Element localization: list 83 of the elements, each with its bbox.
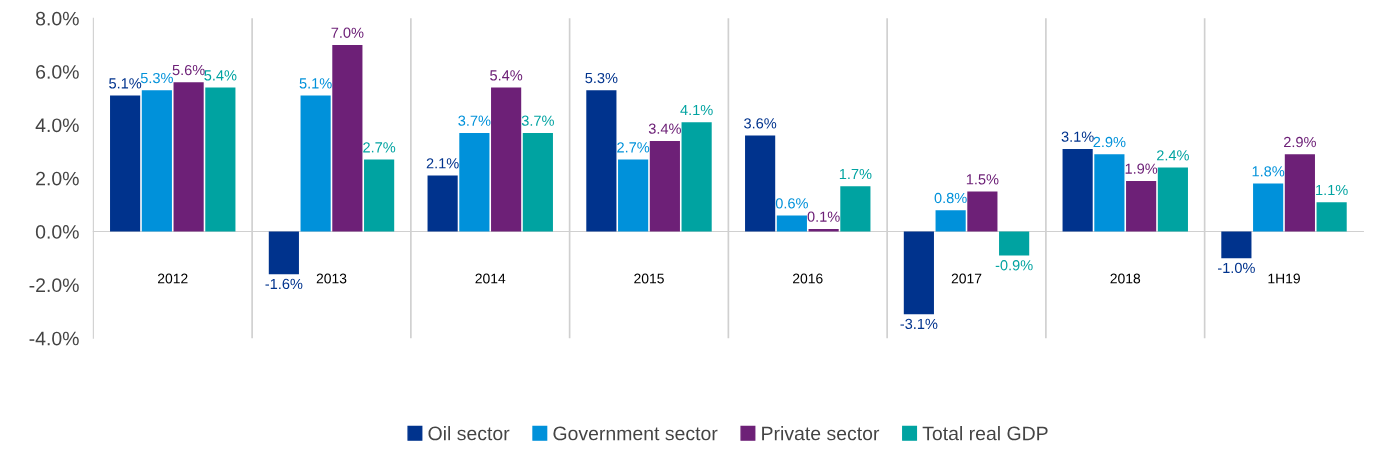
data-label: -1.0% <box>1217 262 1255 274</box>
bar <box>205 87 236 232</box>
data-label: 1.5% <box>966 174 999 185</box>
bar <box>110 95 141 232</box>
bar <box>1316 202 1347 232</box>
data-label: 0.1% <box>807 211 840 222</box>
data-label: 1.1% <box>1316 184 1348 196</box>
data-label: 5.1% <box>109 78 142 89</box>
bar <box>618 159 649 232</box>
data-label: 2.1% <box>426 158 459 169</box>
bar <box>1284 154 1315 232</box>
bar <box>300 95 331 232</box>
data-label: 2.7% <box>363 142 396 153</box>
bar <box>459 132 490 232</box>
bar <box>427 175 458 232</box>
data-label: 7.0% <box>331 27 364 38</box>
data-label: 1.7% <box>839 168 872 180</box>
y-tick-label: 6.0% <box>36 65 79 79</box>
bar <box>1253 183 1284 232</box>
legend-label: Oil sector <box>428 426 510 441</box>
legend-label: Total real GDP <box>922 426 1048 441</box>
data-label: 5.6% <box>172 64 205 76</box>
x-tick-label: 2013 <box>316 273 347 284</box>
bar <box>808 228 839 232</box>
bar <box>649 140 680 232</box>
data-label: 3.6% <box>744 118 777 129</box>
x-tick-label: 2014 <box>475 273 506 284</box>
x-tick-label: 2016 <box>793 273 823 284</box>
bar <box>1062 148 1093 232</box>
bar <box>1157 167 1188 232</box>
bar <box>141 90 172 232</box>
data-label: 0.6% <box>775 198 808 209</box>
x-tick-label: 2017 <box>951 273 982 284</box>
bar <box>999 231 1030 256</box>
bar <box>840 186 871 232</box>
bar <box>967 191 998 232</box>
bar <box>935 210 966 232</box>
data-label: -0.9% <box>995 260 1033 271</box>
bar <box>903 231 934 315</box>
bar <box>364 159 395 232</box>
bar <box>681 122 712 232</box>
data-label: 0.8% <box>934 192 967 204</box>
data-label: 3.7% <box>521 115 554 126</box>
data-label: 5.3% <box>585 72 618 84</box>
data-label: 5.4% <box>490 70 523 81</box>
data-label: 5.4% <box>204 70 237 81</box>
data-label: 3.7% <box>458 115 491 126</box>
y-tick-label: -2.0% <box>29 278 79 293</box>
bar <box>745 135 776 232</box>
x-tick-label: 2018 <box>1110 273 1141 284</box>
bar <box>491 87 522 232</box>
bar <box>1094 154 1125 232</box>
bar <box>1221 231 1252 259</box>
bar <box>268 231 299 275</box>
data-label: -3.1% <box>900 318 938 330</box>
data-label: 2.4% <box>1157 150 1189 161</box>
x-tick-label: 2015 <box>634 273 664 284</box>
data-label: 2.9% <box>1284 136 1316 148</box>
data-label: 5.1% <box>299 78 332 89</box>
y-tick-label: 4.0% <box>35 118 79 133</box>
data-label: 4.1% <box>680 104 713 116</box>
bar <box>586 90 617 232</box>
bar <box>1126 180 1157 232</box>
data-label: 3.4% <box>648 123 681 134</box>
x-tick-label: 1H19 <box>1268 273 1300 284</box>
legend-label: Government sector <box>553 426 718 441</box>
data-label: 1.8% <box>1252 166 1285 177</box>
bar <box>776 215 807 232</box>
data-label: 1.9% <box>1125 163 1158 174</box>
data-label: 2.7% <box>617 142 650 153</box>
y-tick-label: 8.0% <box>36 11 79 26</box>
y-tick-label: 2.0% <box>36 171 79 186</box>
bar <box>522 132 553 232</box>
data-label: 2.9% <box>1093 136 1126 148</box>
bar <box>332 44 363 232</box>
bar <box>173 82 204 232</box>
data-label: -1.6% <box>265 278 303 290</box>
data-label: 5.3% <box>140 72 173 84</box>
x-tick-label: 2012 <box>157 273 188 284</box>
y-tick-label: -4.0% <box>29 331 79 346</box>
y-tick-label: 0.0% <box>35 225 79 239</box>
data-label: 3.1% <box>1061 131 1094 142</box>
legend-label: Private sector <box>762 426 880 441</box>
